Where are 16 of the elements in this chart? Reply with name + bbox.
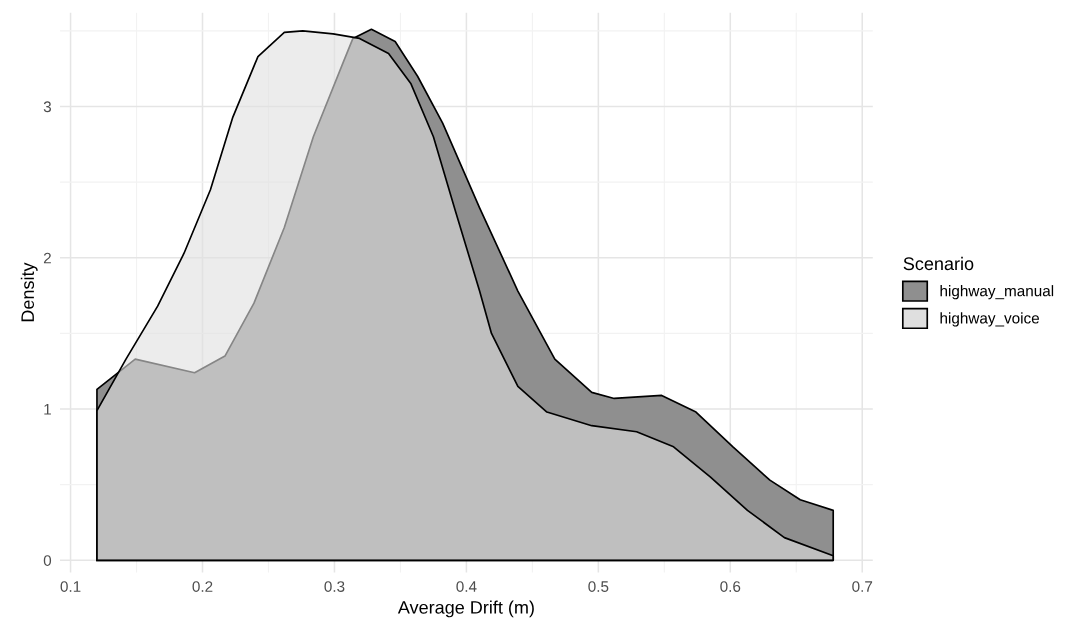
x-tick-label: 0.4 [456, 581, 477, 592]
legend-title: Scenario [903, 256, 974, 271]
y-tick-label: 0 [43, 555, 52, 566]
x-tick-label: 0.3 [324, 581, 345, 592]
x-tick-label: 0.6 [720, 581, 741, 592]
x-axis-title: Average Drift (m) [397, 600, 534, 618]
y-tick-label: 3 [43, 101, 51, 113]
y-tick-label: 1 [44, 404, 51, 415]
x-tick-label: 0.5 [588, 581, 609, 592]
y-tick-label: 2 [43, 252, 51, 264]
y-axis-title: Density [20, 262, 38, 322]
x-tick-label: 0.1 [60, 581, 81, 592]
x-tick-label: 0.7 [852, 581, 873, 592]
legend-label: highway_voice [940, 312, 1040, 327]
x-tick-label: 0.2 [192, 581, 213, 592]
legend-label: highway_manual [940, 285, 1054, 300]
